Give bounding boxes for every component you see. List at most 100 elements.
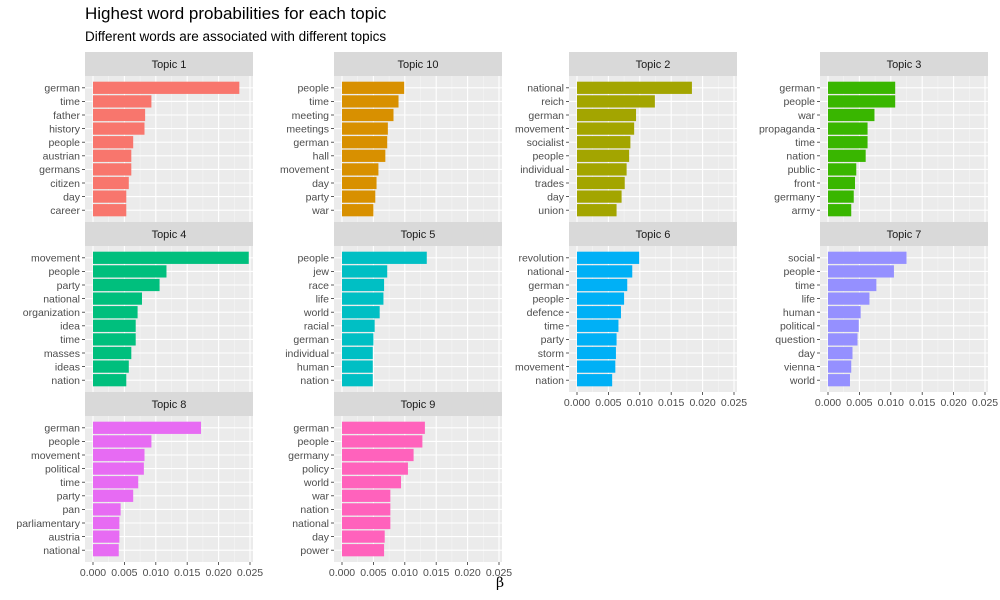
bar	[342, 421, 425, 434]
y-tick-label: party	[57, 280, 81, 292]
bar	[342, 251, 427, 264]
y-tick-label: national	[527, 83, 564, 95]
bar	[828, 95, 896, 108]
facet-title: Topic 7	[887, 229, 922, 241]
y-tick-label: masses	[44, 348, 80, 360]
x-tick-label: 0.020	[454, 567, 480, 579]
chart-title: Highest word probabilities for each topi…	[85, 4, 387, 23]
y-tick-label: german	[293, 334, 329, 346]
bar	[342, 476, 402, 489]
x-tick-label: 0.010	[392, 567, 418, 579]
y-tick-label: people	[532, 293, 564, 305]
y-tick-label: socialist	[527, 137, 564, 149]
x-tick-label: 0.025	[486, 567, 512, 579]
bar	[93, 346, 132, 360]
bar	[577, 319, 619, 332]
bar	[93, 265, 167, 278]
bar	[93, 95, 152, 108]
y-tick-label: people	[48, 266, 80, 278]
y-tick-label: reich	[541, 96, 564, 108]
y-tick-label: national	[527, 266, 564, 278]
bar	[342, 265, 388, 278]
facet-title: Topic 5	[401, 229, 436, 241]
bar	[342, 81, 405, 94]
x-tick-label: 0.005	[846, 397, 872, 409]
bar	[828, 136, 868, 149]
facet-title: Topic 10	[398, 59, 439, 71]
bar	[577, 122, 635, 135]
facet-strip	[820, 222, 988, 246]
x-tick-label: 0.015	[909, 397, 935, 409]
bar	[93, 503, 121, 516]
bar	[828, 319, 859, 332]
facet-strip	[85, 222, 253, 246]
y-tick-label: hall	[313, 151, 329, 163]
bar	[828, 108, 875, 122]
y-tick-label: jew	[312, 266, 329, 278]
facet-strip	[334, 52, 502, 76]
bar	[342, 374, 373, 387]
bar	[828, 360, 852, 373]
bar	[93, 204, 127, 217]
bar	[342, 292, 384, 305]
bar	[577, 346, 616, 360]
y-tick-label: day	[547, 191, 565, 203]
x-tick-label: 0.015	[423, 567, 449, 579]
y-tick-label: meeting	[292, 110, 330, 122]
bar	[93, 292, 142, 305]
bar	[828, 190, 854, 203]
y-tick-label: germany	[288, 450, 330, 462]
bar	[828, 346, 853, 360]
bar	[577, 251, 640, 264]
bar	[577, 149, 630, 162]
x-tick-label: 0.020	[689, 397, 715, 409]
bar	[828, 265, 894, 278]
x-axis-label: β	[495, 575, 505, 591]
y-tick-label: time	[795, 280, 815, 292]
bar	[342, 544, 385, 557]
y-tick-label: party	[541, 334, 565, 346]
y-tick-label: people	[297, 253, 329, 265]
y-tick-label: party	[306, 191, 330, 203]
y-tick-label: german	[44, 83, 80, 95]
bar	[577, 108, 637, 122]
bar	[93, 190, 127, 203]
bar	[93, 122, 145, 135]
facet-title: Topic 2	[636, 59, 671, 71]
bar	[828, 251, 907, 264]
x-tick-label: 0.005	[111, 567, 137, 579]
y-tick-label: people	[532, 151, 564, 163]
bar	[577, 374, 613, 387]
bar	[828, 122, 868, 135]
bar	[828, 292, 870, 305]
y-tick-label: world	[303, 307, 329, 319]
y-tick-label: nation	[786, 151, 815, 163]
y-tick-label: individual	[285, 348, 329, 360]
facet-strip	[569, 222, 737, 246]
bar	[342, 503, 391, 516]
y-tick-label: people	[48, 436, 80, 448]
facet-strip	[334, 392, 502, 416]
y-tick-label: pan	[62, 504, 80, 516]
y-tick-label: day	[312, 531, 330, 543]
bar	[93, 516, 120, 530]
y-tick-label: german	[44, 423, 80, 435]
x-tick-label: 0.010	[627, 397, 653, 409]
y-tick-label: history	[49, 123, 81, 135]
bar	[828, 333, 858, 346]
facet-title: Topic 6	[636, 229, 671, 241]
y-tick-label: meetings	[286, 123, 329, 135]
bar	[93, 108, 146, 122]
x-tick-label: 0.010	[878, 397, 904, 409]
bar	[93, 360, 129, 373]
y-tick-label: world	[789, 375, 815, 387]
y-tick-label: nation	[535, 375, 564, 387]
y-tick-label: trades	[535, 178, 564, 190]
y-tick-label: storm	[538, 348, 565, 360]
bar	[342, 149, 386, 162]
bar	[342, 278, 385, 292]
